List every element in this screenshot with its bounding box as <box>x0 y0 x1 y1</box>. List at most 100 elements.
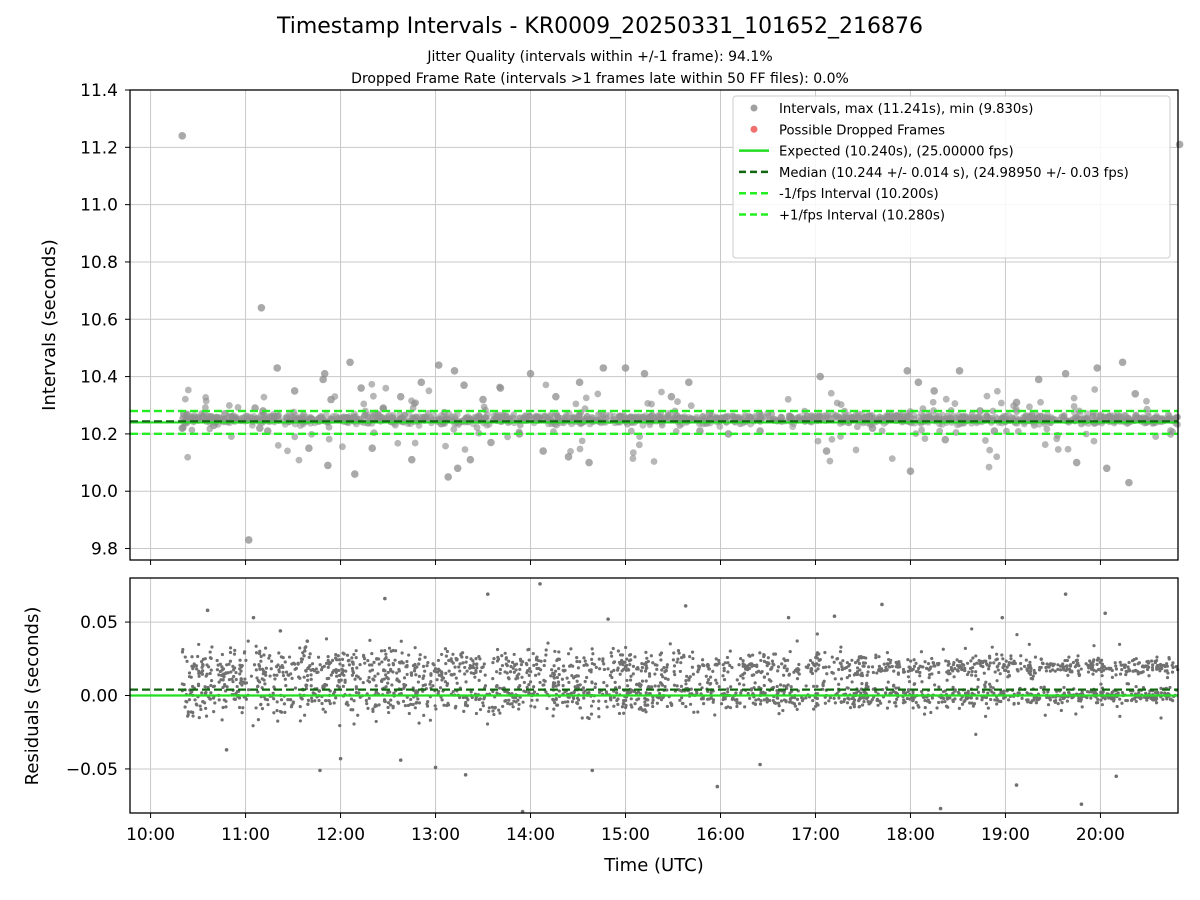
residual-point <box>324 698 328 703</box>
residual-point <box>377 703 381 707</box>
residual-point <box>911 698 915 702</box>
residual-point <box>918 670 922 675</box>
residual-point <box>572 690 576 695</box>
residual-point <box>597 690 602 694</box>
residual-point <box>928 700 932 704</box>
residual-point <box>358 677 362 681</box>
residual-point <box>326 665 330 670</box>
residual-point <box>341 664 345 668</box>
residual-point <box>545 706 549 711</box>
residual-point <box>989 685 993 689</box>
residual-point <box>981 690 986 694</box>
residual-point <box>739 656 743 661</box>
residual-point <box>927 676 931 680</box>
interval-point <box>657 410 665 418</box>
residual-point <box>726 670 730 674</box>
residual-point <box>204 706 208 710</box>
residual-point <box>223 683 227 687</box>
residual-point <box>731 696 735 700</box>
residual-point <box>552 707 556 711</box>
top-y-axis-label: Intervals (seconds) <box>39 239 60 411</box>
residual-point <box>1099 666 1104 670</box>
residual-point <box>318 663 322 667</box>
residual-point <box>876 703 880 707</box>
residual-point <box>690 665 695 669</box>
residual-point <box>932 664 936 668</box>
residual-point <box>275 700 279 704</box>
residual-point <box>221 667 226 671</box>
residual-point <box>307 655 311 659</box>
interval-point <box>828 435 836 443</box>
residual-point <box>390 683 394 687</box>
residual-point <box>514 668 518 672</box>
residual-point <box>235 684 239 689</box>
residual-point <box>818 658 822 662</box>
interval-point <box>814 437 822 445</box>
residual-point <box>327 699 331 703</box>
residual-point <box>622 667 626 671</box>
residual-point <box>570 700 575 704</box>
residual-point <box>493 706 497 710</box>
interval-point <box>1037 398 1044 406</box>
residual-point <box>1159 716 1163 720</box>
residual-point <box>534 673 538 677</box>
residual-point <box>1134 699 1138 703</box>
residual-point <box>217 698 221 702</box>
interval-point <box>993 387 1001 395</box>
interval-point <box>786 412 794 421</box>
residual-point <box>974 670 978 674</box>
residual-point <box>1092 691 1096 696</box>
residual-point <box>634 683 639 687</box>
residual-point <box>661 675 665 679</box>
residual-point <box>696 710 700 714</box>
residual-point <box>229 670 233 674</box>
interval-point <box>621 364 630 372</box>
residual-point <box>767 678 771 682</box>
residual-point <box>227 677 232 682</box>
residual-point <box>737 663 741 667</box>
interval-point <box>225 402 233 409</box>
residual-point <box>867 665 871 669</box>
residual-point <box>563 690 567 694</box>
residual-point <box>1166 671 1170 675</box>
residual-point <box>743 705 747 709</box>
residual-point <box>699 697 704 701</box>
residual-point <box>449 672 454 677</box>
interval-point <box>575 411 583 418</box>
residual-point <box>951 698 955 702</box>
residual-point <box>782 673 786 677</box>
interval-point <box>417 378 426 387</box>
residual-point <box>728 663 732 668</box>
residual-point <box>341 684 345 688</box>
top-axis-ticks: 9.810.010.210.410.610.811.011.211.4 <box>80 81 1101 565</box>
interval-point <box>515 414 523 422</box>
residual-point <box>391 663 396 667</box>
residual-point <box>908 697 912 701</box>
residual-point <box>1103 611 1107 616</box>
residual-point <box>298 676 302 680</box>
residual-point <box>473 675 477 679</box>
residual-point <box>268 654 272 658</box>
residual-point <box>594 665 598 670</box>
residual-point <box>455 657 459 662</box>
residual-point <box>946 669 951 673</box>
residual-point <box>628 663 632 667</box>
residual-point <box>937 700 941 705</box>
residual-point <box>785 667 789 671</box>
residual-point <box>937 685 941 689</box>
residual-point <box>701 663 705 667</box>
residual-point <box>239 677 243 681</box>
residual-point <box>185 659 189 663</box>
residual-point <box>303 646 307 650</box>
bottom-x-tick-label: 16:00 <box>696 825 745 845</box>
residual-point <box>996 668 1000 672</box>
residual-point <box>1110 675 1114 680</box>
residual-point <box>1019 661 1023 666</box>
residual-point <box>1065 699 1070 703</box>
residual-point <box>303 713 307 717</box>
residual-point <box>553 701 557 705</box>
residual-point <box>987 654 992 658</box>
residual-point <box>905 696 909 701</box>
residual-point <box>695 691 699 695</box>
residual-point <box>474 657 478 661</box>
